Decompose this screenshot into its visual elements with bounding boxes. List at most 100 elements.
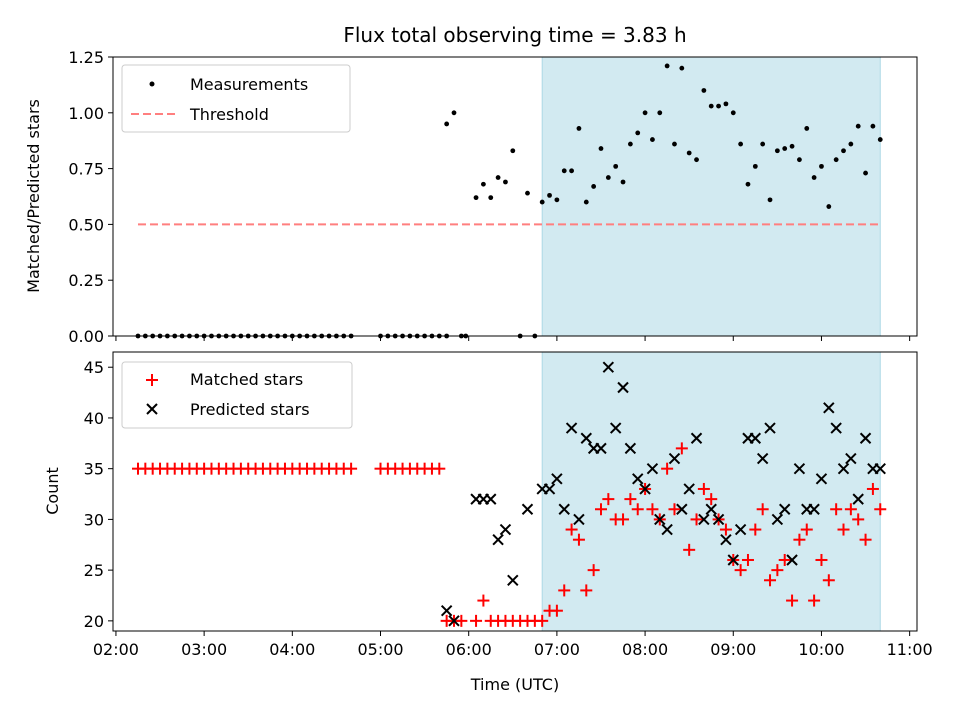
matched-star-point [536,614,549,627]
predicted-star-point [771,513,784,526]
top-ytick-label: 0.75 [68,160,104,179]
measurement-point [811,175,817,180]
predicted-star-point [712,513,725,526]
bottom-xtick-label: 03:00 [181,640,227,659]
measurement-point [782,146,788,151]
bottom-axes-frame [112,351,918,632]
matched-star-point [690,513,703,526]
top-axes: 0.00 0.25 0.50 0.75 1.00 1.25 [68,48,911,346]
measurement-point [598,146,604,151]
bottom-xtick-label: 07:00 [534,640,580,659]
legend-predicted-label: Predicted stars [190,400,310,419]
bottom-panel: 20 25 30 35 40 45 02:00 03:00 04:00 05:00 06:00 07:… [43,351,933,694]
measurement-point [642,110,648,116]
matched-star-point [455,614,468,627]
measurement-point [473,195,479,201]
bottom-ytick-label: 40 [84,409,104,428]
top-plot-area [135,56,883,339]
matched-star-point [749,523,762,536]
predicted-star-point [632,473,644,485]
bottom-xtick-label: 08:00 [622,640,668,659]
bottom-legend: Matched stars Predicted stars [121,361,353,429]
predicted-star-point [845,452,857,465]
top-ytick-label: 1.25 [68,48,104,67]
measurement-point [738,141,744,147]
measurement-point [627,141,633,147]
matched-star-point [793,533,806,546]
predicted-star-point [543,483,556,495]
measurement-point [591,184,597,189]
predicted-star-point [485,493,497,505]
bottom-ytick-label: 45 [84,358,104,377]
measurement-point [613,163,619,169]
top-panel: 0.00 0.25 0.50 0.75 1.00 1.25 Matched/Predict… [24,48,918,346]
bottom-plot-area [131,351,887,632]
measurement-point [620,179,626,185]
bottom-ytick-label: 30 [84,510,104,529]
measurement-point [745,181,751,187]
matched-star-point [859,533,872,546]
measurement-point [730,110,736,116]
matched-star-point [477,594,490,607]
measurement-point [760,141,766,147]
matched-star-point [580,584,593,597]
top-ytick-label: 0.00 [68,327,104,346]
measurement-point [480,181,486,187]
predicted-star-point [793,462,806,475]
matched-star-point [594,503,607,516]
predicted-star-point [602,361,615,373]
measurement-point [863,170,868,176]
measurement-point [797,157,802,163]
matched-star-point [565,523,578,536]
predicted-star-point [507,574,519,586]
measurement-point [444,121,450,127]
matched-star-point [800,523,813,536]
predicted-star-point [779,503,791,515]
measurement-point [635,130,641,136]
legend-measurements-label: Measurements [190,75,308,94]
measurement-point [708,103,714,109]
measurement-point [789,143,795,149]
top-ytick-label: 1.00 [68,104,104,123]
predicted-star-point [440,605,453,617]
predicted-star-point [661,523,673,536]
matched-star-point [572,533,585,546]
measurement-point [583,199,589,205]
predicted-star-point [609,422,622,434]
predicted-star-point [521,503,534,515]
predicted-star-point [698,513,710,526]
predicted-star-point [639,483,651,495]
predicted-star-point [565,422,578,434]
matched-star-point [771,564,784,577]
measurement-point [833,157,839,163]
measurement-point [767,197,773,203]
measurement-point [701,88,707,93]
matched-star-point [631,503,644,516]
predicted-star-point [830,422,842,434]
measurement-point [539,199,545,205]
measurement-point [510,148,516,154]
predicted-star-point [764,422,776,434]
measurement-point [686,150,692,156]
matched-star-point [815,553,828,566]
matched-star-point [719,523,732,536]
measurement-point [870,123,876,129]
predicted-star-point [823,402,835,414]
bottom-legend-box [121,361,353,429]
bottom-shaded-span [541,351,881,632]
matched-star-point [830,503,843,516]
measurement-point [672,141,677,147]
matched-star-point [602,493,615,506]
measurement-point [819,163,824,169]
matched-star-point [433,462,446,475]
matched-star-point [822,574,835,587]
matched-star-point [837,523,850,536]
predicted-star-point [654,513,666,526]
matched-star-point [874,503,887,516]
matched-star-point [624,493,637,506]
bottom-xtick-label: 10:00 [798,640,844,659]
measurement-point [679,65,685,71]
measurement-point [554,197,560,203]
predicted-star-point [734,523,747,536]
matched-star-point [661,462,674,475]
